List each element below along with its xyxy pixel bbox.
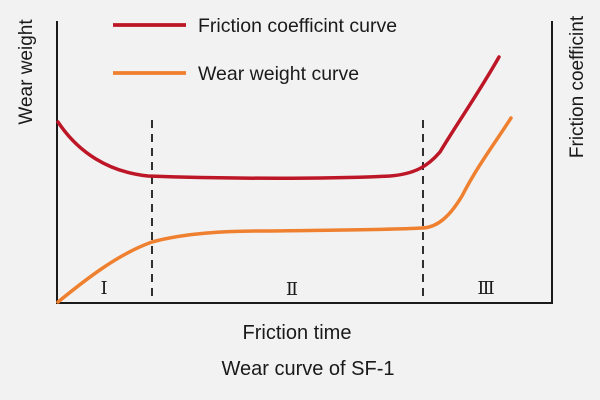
friction-coefficient-curve [56, 55, 501, 180]
legend-label-friction-coefficient: Friction coefficint curve [198, 15, 397, 37]
figure-caption: Wear curve of SF-1 [221, 358, 394, 380]
y-axis-label-left: Wear weight [16, 19, 37, 125]
y-axis-label-right: Friction coefficint [567, 15, 588, 158]
stage-label-3: Ⅲ [477, 278, 494, 299]
stage-label-2: Ⅱ [286, 279, 298, 300]
stage-label-1: Ⅰ [100, 278, 107, 299]
legend-label-wear-weight: Wear weight curve [198, 63, 359, 85]
wear-weight-curve [56, 116, 513, 304]
axes-frame [56, 21, 553, 304]
x-axis-label: Friction time [243, 322, 352, 344]
legend: Friction coefficint curve Wear weight cu… [113, 15, 397, 85]
